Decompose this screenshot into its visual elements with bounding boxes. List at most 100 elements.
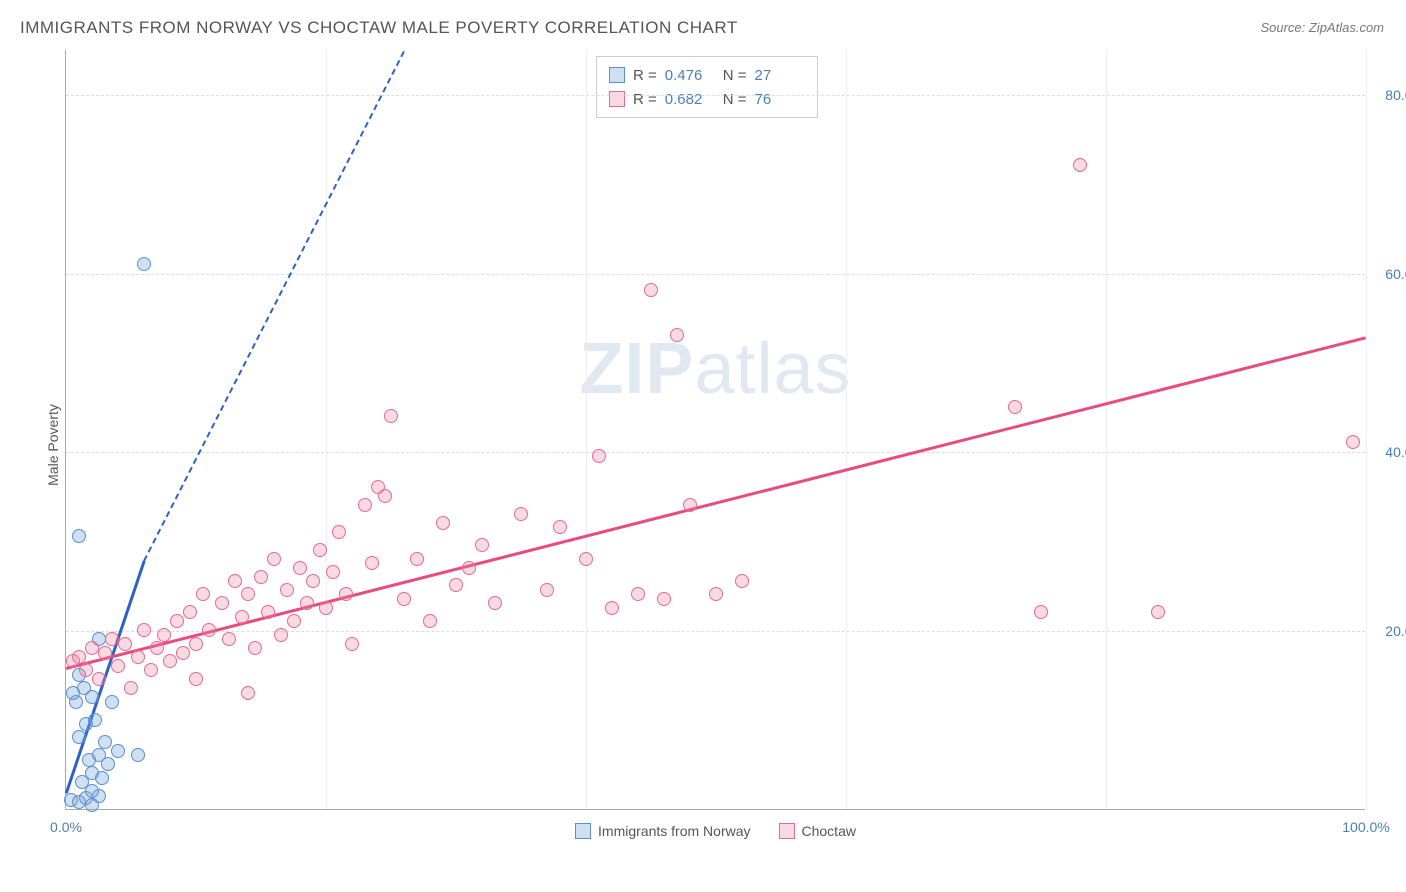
data-point — [72, 529, 86, 543]
data-point — [72, 650, 86, 664]
gridline-horizontal — [66, 274, 1365, 275]
data-point — [88, 713, 102, 727]
legend-item: Choctaw — [779, 823, 856, 839]
data-point — [267, 552, 281, 566]
data-point — [254, 570, 268, 584]
gridline-horizontal — [66, 631, 1365, 632]
data-point — [423, 614, 437, 628]
data-point — [150, 641, 164, 655]
data-point — [709, 587, 723, 601]
data-point — [176, 646, 190, 660]
data-point — [365, 556, 379, 570]
data-point — [293, 561, 307, 575]
data-point — [644, 283, 658, 297]
data-point — [137, 623, 151, 637]
data-point — [144, 663, 158, 677]
data-point — [85, 641, 99, 655]
legend-n-value: 76 — [755, 91, 805, 108]
data-point — [85, 784, 99, 798]
data-point — [449, 578, 463, 592]
data-point — [98, 646, 112, 660]
x-tick-label: 100.0% — [1342, 819, 1389, 835]
y-tick-label: 80.0% — [1375, 87, 1406, 103]
x-tick-label: 0.0% — [50, 819, 82, 835]
trend-line — [66, 336, 1367, 669]
data-point — [137, 257, 151, 271]
data-point — [101, 757, 115, 771]
data-point — [66, 686, 80, 700]
legend-swatch — [779, 823, 795, 839]
correlation-legend: R =0.476N =27R =0.682N =76 — [596, 56, 818, 118]
data-point — [124, 681, 138, 695]
data-point — [384, 409, 398, 423]
gridline-vertical — [1366, 50, 1367, 809]
data-point — [306, 574, 320, 588]
data-point — [1151, 605, 1165, 619]
data-point — [579, 552, 593, 566]
data-point — [72, 730, 86, 744]
y-tick-label: 40.0% — [1375, 444, 1406, 460]
legend-n-label: N = — [723, 91, 747, 108]
data-point — [683, 498, 697, 512]
legend-label: Choctaw — [802, 823, 856, 839]
data-point — [462, 561, 476, 575]
data-point — [131, 650, 145, 664]
data-point — [280, 583, 294, 597]
data-point — [339, 587, 353, 601]
data-point — [98, 735, 112, 749]
legend-item: Immigrants from Norway — [575, 823, 750, 839]
data-point — [92, 672, 106, 686]
gridline-horizontal — [66, 452, 1365, 453]
data-point — [85, 690, 99, 704]
data-point — [378, 489, 392, 503]
legend-r-value: 0.682 — [665, 91, 715, 108]
data-point — [540, 583, 554, 597]
data-point — [553, 520, 567, 534]
data-point — [163, 654, 177, 668]
legend-row: R =0.682N =76 — [609, 87, 805, 111]
data-point — [592, 449, 606, 463]
plot-area: ZIPatlas R =0.476N =27R =0.682N =76 Immi… — [65, 50, 1365, 810]
legend-n-label: N = — [723, 67, 747, 84]
data-point — [670, 328, 684, 342]
data-point — [189, 672, 203, 686]
data-point — [274, 628, 288, 642]
data-point — [1034, 605, 1048, 619]
legend-swatch — [575, 823, 591, 839]
data-point — [105, 632, 119, 646]
chart-container: Male Poverty ZIPatlas R =0.476N =27R =0.… — [50, 50, 1380, 840]
data-point — [410, 552, 424, 566]
data-point — [345, 637, 359, 651]
data-point — [241, 686, 255, 700]
data-point — [79, 663, 93, 677]
data-point — [105, 695, 119, 709]
data-point — [326, 565, 340, 579]
y-tick-label: 60.0% — [1375, 266, 1406, 282]
data-point — [397, 592, 411, 606]
data-point — [131, 748, 145, 762]
chart-title: IMMIGRANTS FROM NORWAY VS CHOCTAW MALE P… — [20, 18, 738, 38]
trend-line — [143, 51, 405, 562]
series-legend: Immigrants from Norway Choctaw — [66, 823, 1365, 839]
legend-label: Immigrants from Norway — [598, 823, 750, 839]
data-point — [358, 498, 372, 512]
data-point — [157, 628, 171, 642]
data-point — [248, 641, 262, 655]
data-point — [261, 605, 275, 619]
data-point — [241, 587, 255, 601]
gridline-vertical — [326, 50, 327, 809]
gridline-vertical — [846, 50, 847, 809]
data-point — [605, 601, 619, 615]
watermark: ZIPatlas — [579, 328, 851, 410]
gridline-vertical — [586, 50, 587, 809]
data-point — [170, 614, 184, 628]
data-point — [196, 587, 210, 601]
data-point — [488, 596, 502, 610]
data-point — [189, 637, 203, 651]
data-point — [111, 744, 125, 758]
legend-swatch — [609, 67, 625, 83]
data-point — [228, 574, 242, 588]
data-point — [300, 596, 314, 610]
data-point — [319, 601, 333, 615]
legend-n-value: 27 — [755, 67, 805, 84]
